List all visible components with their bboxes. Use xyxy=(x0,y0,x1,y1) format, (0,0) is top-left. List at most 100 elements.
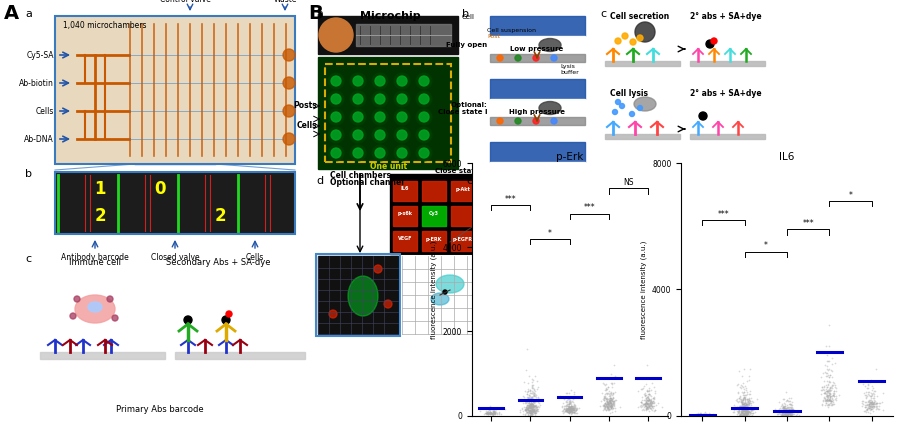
Point xyxy=(563,407,578,414)
Point xyxy=(734,411,748,418)
Point xyxy=(599,398,614,404)
Point xyxy=(736,406,751,413)
Point xyxy=(526,403,540,410)
Point xyxy=(775,409,789,416)
Point xyxy=(525,389,539,396)
Point xyxy=(736,379,751,386)
Point xyxy=(562,409,576,416)
Bar xyxy=(316,254,400,336)
Point xyxy=(603,394,617,401)
Point xyxy=(863,400,878,407)
Point xyxy=(564,404,579,411)
Point xyxy=(774,411,788,418)
Point xyxy=(557,405,572,412)
Point xyxy=(642,404,656,410)
Point xyxy=(603,392,617,399)
Point xyxy=(634,396,649,403)
Circle shape xyxy=(635,22,655,42)
Point xyxy=(864,406,878,413)
Point xyxy=(740,412,754,419)
Point xyxy=(780,411,795,418)
Point xyxy=(737,408,751,415)
Point xyxy=(603,397,617,404)
Point xyxy=(778,403,793,410)
Point xyxy=(698,411,713,418)
Point xyxy=(734,402,748,409)
Point xyxy=(817,394,832,401)
Point xyxy=(734,412,748,419)
Text: Microchip: Microchip xyxy=(360,11,420,21)
Point xyxy=(733,407,747,413)
Point xyxy=(480,408,494,415)
Point xyxy=(566,409,580,416)
Text: Cells: Cells xyxy=(246,253,265,262)
Circle shape xyxy=(353,112,363,122)
Point xyxy=(571,409,585,416)
Point xyxy=(599,405,614,412)
Point xyxy=(859,383,873,390)
Point xyxy=(865,401,879,407)
Point xyxy=(734,398,749,404)
Point xyxy=(600,401,615,407)
Point xyxy=(556,399,571,406)
Point xyxy=(821,396,835,403)
Point xyxy=(564,406,579,413)
Point xyxy=(521,373,535,379)
Point xyxy=(647,389,662,396)
Point xyxy=(732,403,746,410)
Point xyxy=(778,403,792,410)
Point xyxy=(782,409,796,416)
Point xyxy=(526,402,540,408)
Point xyxy=(734,399,748,405)
Point xyxy=(734,412,749,419)
Point xyxy=(562,399,577,406)
Point xyxy=(861,403,876,410)
Point xyxy=(740,408,754,415)
Point xyxy=(865,399,879,406)
Point xyxy=(484,410,499,417)
Point xyxy=(647,398,662,405)
Point xyxy=(825,378,840,385)
Point xyxy=(741,408,755,415)
Point xyxy=(774,408,788,415)
Point xyxy=(737,397,751,404)
Point xyxy=(816,390,831,397)
Point xyxy=(820,373,834,379)
Point xyxy=(566,395,580,402)
Point xyxy=(739,408,753,415)
Point xyxy=(700,411,715,418)
Point xyxy=(821,381,835,388)
Point xyxy=(781,404,796,410)
Point xyxy=(602,406,616,413)
Point xyxy=(521,406,535,413)
Bar xyxy=(393,181,417,201)
Point xyxy=(783,409,797,416)
Point xyxy=(528,403,543,410)
Point xyxy=(866,400,880,407)
Circle shape xyxy=(375,76,385,86)
Point xyxy=(734,412,749,419)
Point xyxy=(858,404,872,411)
Point xyxy=(566,405,580,412)
Point xyxy=(521,407,535,414)
Point xyxy=(601,406,616,413)
Point xyxy=(862,396,877,403)
Point xyxy=(736,410,751,417)
Point xyxy=(566,404,580,411)
Circle shape xyxy=(350,91,366,107)
Point xyxy=(695,412,709,418)
Point xyxy=(693,412,707,418)
Text: *: * xyxy=(764,241,768,250)
Point xyxy=(827,391,842,397)
Point xyxy=(528,412,543,418)
Point xyxy=(601,403,616,410)
Point xyxy=(748,408,762,415)
Point xyxy=(814,384,829,391)
Text: 1: 1 xyxy=(94,180,106,198)
Point xyxy=(524,410,538,416)
Point xyxy=(524,404,538,410)
Point xyxy=(859,408,873,415)
Point xyxy=(562,404,577,410)
Point xyxy=(741,404,755,410)
Point xyxy=(740,409,754,416)
